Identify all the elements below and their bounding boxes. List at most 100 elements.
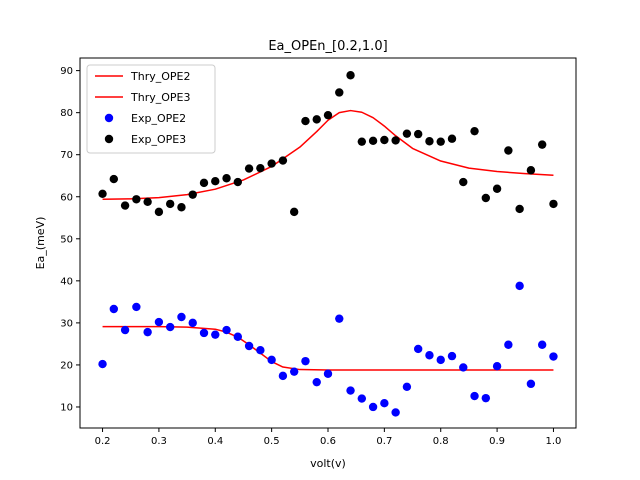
axes-frame [79,57,577,429]
data-point-exp_ope2 [323,369,333,378]
data-point-exp_ope2 [391,408,400,417]
data-point-exp_ope2 [154,317,164,327]
data-point-exp_ope3 [256,163,265,173]
x-tick-label: 0.3 [151,436,167,447]
data-point-exp_ope2 [98,359,107,369]
y-tick-label: 60 [60,192,73,203]
data-point-exp_ope2 [233,332,243,341]
data-point-exp_ope3 [504,146,513,155]
data-point-exp_ope3 [323,110,333,120]
y-tick-label: 30 [60,318,73,329]
data-point-exp_ope3 [165,199,175,209]
legend: Thry_OPE2 Thry_OPE3 Exp_OPE2 Exp_OPE3 [86,64,216,154]
data-point-exp_ope3 [357,137,367,146]
chart-title: Ea_OPEn_[0.2,1.0] [268,39,387,54]
data-point-exp_ope3 [154,207,164,217]
data-point-exp_ope3 [244,164,254,173]
data-point-exp_ope2 [222,325,231,335]
series-line-thry_ope3 [102,109,554,201]
data-point-exp_ope2 [143,327,152,337]
data-point-exp_ope2 [357,394,367,403]
data-point-exp_ope3 [312,115,321,124]
data-point-exp_ope3 [470,126,479,136]
data-point-exp_ope2 [459,363,468,372]
x-axis-ticks: 0.2 0.3 0.4 0.5 0.6 0.7 0.8 0.9 1.0 [95,428,562,447]
data-point-exp_ope3 [177,203,186,212]
data-point-exp_ope2 [526,379,536,389]
data-point-exp_ope2 [211,330,220,339]
data-point-exp_ope3 [537,140,547,149]
x-axis-label: volt(v) [310,457,346,470]
data-point-exp_ope2 [267,355,276,365]
data-point-exp_ope3 [120,201,130,210]
x-tick-label: 0.7 [376,436,392,447]
data-point-exp_ope2 [368,402,378,412]
data-point-exp_ope3 [98,189,107,199]
data-point-exp_ope2 [256,346,265,355]
data-point-exp_ope2 [515,281,524,291]
data-point-exp_ope3 [143,197,152,206]
data-point-exp_ope3 [459,177,468,187]
data-point-exp_ope2 [436,355,445,365]
legend-box [86,64,216,154]
data-point-exp_ope3 [109,174,119,184]
y-tick-label: 70 [60,150,73,161]
legend-marker-swatch [104,113,114,123]
data-point-exp_ope3 [481,193,491,203]
data-point-exp_ope3 [526,166,536,175]
y-axis-label: Ea_(meV) [34,217,47,270]
series-line-thry_ope2 [102,325,554,371]
data-point-exp_ope3 [211,176,220,186]
data-point-exp_ope3 [391,136,400,145]
data-point-exp_ope2 [165,322,175,332]
legend-label: Exp_OPE3 [131,133,186,146]
data-point-exp_ope2 [188,318,197,328]
data-point-exp_ope2 [177,312,186,322]
y-tick-label: 40 [60,276,73,287]
data-point-exp_ope2 [120,325,130,335]
data-point-exp_ope2 [413,344,423,354]
data-point-exp_ope2 [504,340,513,349]
data-point-exp_ope3 [188,190,197,199]
y-tick-label: 10 [60,402,73,413]
data-point-exp_ope3 [233,177,243,187]
data-point-exp_ope3 [335,88,344,97]
legend-label: Thry_OPE2 [130,70,190,83]
y-tick-label: 80 [60,108,73,119]
x-tick-label: 0.2 [95,436,111,447]
legend-label: Thry_OPE3 [130,91,190,104]
data-point-exp_ope3 [199,178,209,188]
data-point-exp_ope3 [549,199,558,209]
y-axis-ticks: 10 20 30 40 50 60 70 80 90 [60,66,80,413]
x-tick-label: 0.8 [433,436,449,447]
data-point-exp_ope2 [549,352,558,361]
data-point-exp_ope2 [109,304,119,314]
data-point-exp_ope3 [413,129,423,139]
data-point-exp_ope2 [335,314,344,323]
y-tick-label: 90 [60,66,73,77]
x-tick-label: 0.5 [264,436,280,447]
data-point-exp_ope3 [289,207,299,217]
x-tick-label: 0.9 [489,436,505,447]
y-tick-label: 20 [60,360,73,371]
data-point-exp_ope3 [492,184,502,193]
data-point-exp_ope3 [267,159,276,168]
x-tick-label: 0.4 [207,436,223,447]
data-point-exp_ope2 [537,340,547,349]
data-point-exp_ope3 [436,137,445,146]
data-point-exp_ope3 [425,137,434,146]
data-point-exp_ope2 [132,302,141,312]
data-point-exp_ope2 [312,377,321,387]
data-point-exp_ope3 [346,71,355,80]
data-point-exp_ope3 [447,134,457,143]
data-point-exp_ope3 [222,174,231,183]
x-tick-label: 1.0 [546,436,562,447]
legend-label: Exp_OPE2 [131,112,186,125]
data-point-exp_ope2 [199,328,209,338]
plot-area [98,71,558,417]
data-point-exp_ope3 [402,129,412,138]
data-point-exp_ope2 [278,371,288,381]
data-point-exp_ope3 [278,156,288,165]
x-tick-label: 0.6 [320,436,336,447]
